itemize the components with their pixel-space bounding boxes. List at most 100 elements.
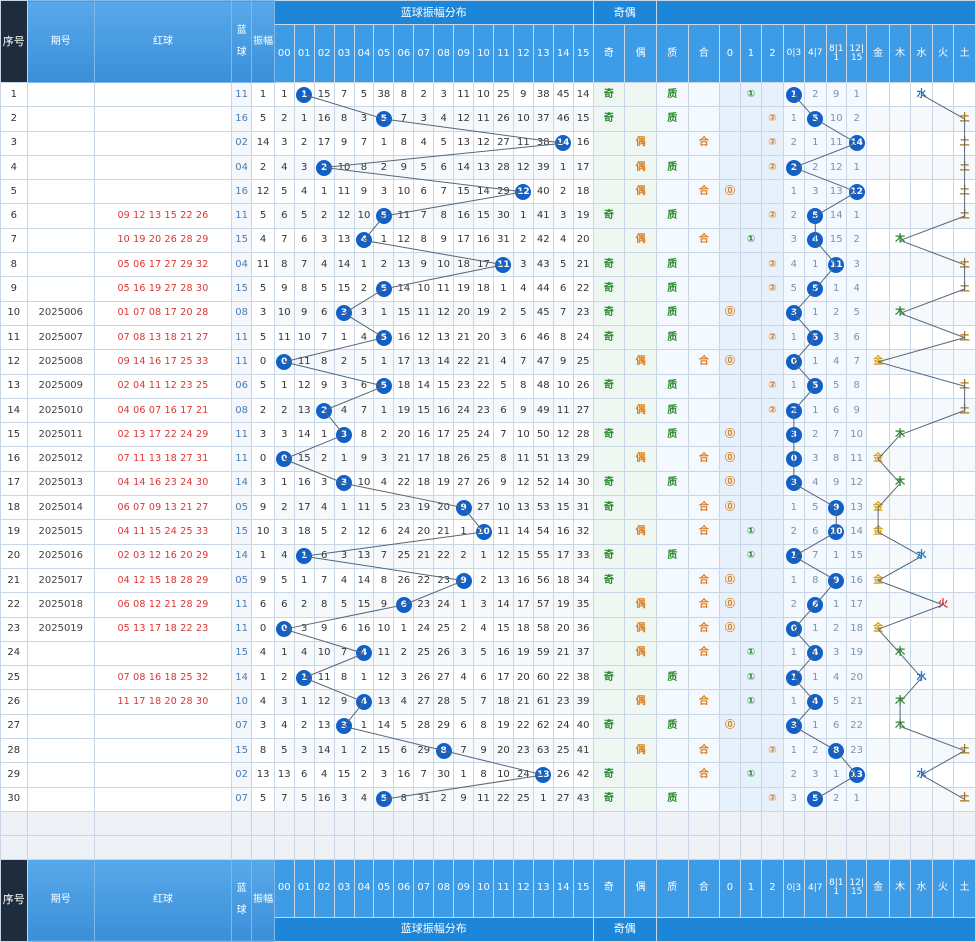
element-cell-0 <box>866 179 890 205</box>
dist-cell: 1 <box>293 689 315 715</box>
zone-cell-3: 1 <box>845 786 868 812</box>
zone-cell-3: 13 <box>845 762 868 788</box>
spacer-cell <box>687 810 721 836</box>
odd-cell: 奇 <box>592 373 626 399</box>
zone-cell-0: 3 <box>782 713 806 740</box>
prime-cell: 质 <box>655 786 689 812</box>
dist-cell: 21 <box>433 519 455 545</box>
dist-cell: 10 <box>552 373 574 399</box>
row-issue[interactable] <box>26 252 96 278</box>
dist-cell: 5 <box>373 373 395 399</box>
zone-cell-2: 4 <box>825 665 847 691</box>
dist-cell: 43 <box>532 252 554 278</box>
prime-cell: 质 <box>655 422 689 448</box>
dist-cell: 2 <box>333 519 355 545</box>
zone-cell-3: 1 <box>845 81 868 108</box>
dist-cell: 20 <box>453 300 475 326</box>
row-issue[interactable]: 2025016 <box>26 543 96 569</box>
row-issue[interactable]: 2025018 <box>26 592 96 618</box>
row-amplitude: 8 <box>251 738 275 764</box>
mod-cell-2: ② <box>761 252 784 278</box>
row-issue[interactable]: 2025015 <box>26 519 96 545</box>
row-issue[interactable] <box>26 179 96 205</box>
issue-header[interactable]: 期号 <box>26 858 96 942</box>
row-issue[interactable]: 2025008 <box>26 349 96 375</box>
dist-cell: 5 <box>512 300 534 326</box>
dist-col-06: 06 <box>393 858 415 918</box>
dist-cell: 3 <box>393 665 415 691</box>
row-red-balls: 06 08 12 21 28 29 <box>94 592 232 618</box>
composite-cell <box>687 786 721 812</box>
dist-cell: 13 <box>453 130 475 156</box>
element-cell-4: 土 <box>953 106 976 132</box>
mod-cell-1 <box>739 130 763 156</box>
issue-header[interactable]: 期号 <box>26 0 96 83</box>
dist-col-08: 08 <box>433 858 455 918</box>
element-cell-2 <box>910 713 933 740</box>
dist-cell: 2 <box>293 130 315 156</box>
dist-cell: 31 <box>572 495 594 521</box>
row-issue[interactable]: 2025019 <box>26 616 96 642</box>
row-amplitude: 14 <box>251 130 275 156</box>
dist-cell: 13 <box>273 762 295 788</box>
mod-badge: ② <box>768 404 777 416</box>
row-issue[interactable] <box>26 762 96 788</box>
spacer-cell <box>433 810 455 836</box>
dist-cell: 3 <box>453 640 475 667</box>
mod-cell-1 <box>739 179 763 205</box>
element-cell-0 <box>866 324 890 351</box>
dist-cell: 10 <box>512 422 534 448</box>
zone-cell-3: 10 <box>845 422 868 448</box>
row-issue[interactable] <box>26 203 96 229</box>
row-issue[interactable] <box>26 689 96 715</box>
spacer-cell <box>333 810 355 836</box>
row-issue[interactable]: 2025013 <box>26 470 96 497</box>
dist-cell: 1 <box>393 616 415 642</box>
amplitude-ball: 0 <box>276 451 293 468</box>
row-blue-ball: 07 <box>230 786 253 812</box>
zone-cell-2: 3 <box>825 324 847 351</box>
row-issue[interactable] <box>26 227 96 254</box>
row-issue[interactable]: 2025017 <box>26 567 96 594</box>
row-issue[interactable] <box>26 130 96 156</box>
row-issue[interactable] <box>26 81 96 108</box>
row-issue[interactable] <box>26 106 96 132</box>
odd-cell: 奇 <box>592 665 626 691</box>
row-issue[interactable] <box>26 713 96 740</box>
row-issue[interactable] <box>26 640 96 667</box>
table-row: 2 16 5 2 1 16 8 3 5 7 3 4 12 11 26 10 37 46 15 奇质 ② 1 5 10 2 土 <box>0 106 976 132</box>
row-issue[interactable]: 2025012 <box>26 446 96 472</box>
dist-cell: 15 <box>473 203 494 229</box>
row-issue[interactable] <box>26 276 96 302</box>
element-cell-4: 土 <box>953 179 976 205</box>
odd-badge: 奇 <box>603 380 614 392</box>
row-issue[interactable]: 2025007 <box>26 324 96 351</box>
row-seq: 14 <box>0 397 28 424</box>
dist-cell: 13 <box>293 397 315 424</box>
dist-cell: 2 <box>273 397 295 424</box>
zone-cell-3: 8 <box>845 373 868 399</box>
row-issue[interactable]: 2025010 <box>26 397 96 424</box>
dist-cell: 4 <box>313 252 335 278</box>
dist-cell: 27 <box>473 495 494 521</box>
dist-cell: 1 <box>373 349 395 375</box>
row-issue[interactable]: 2025009 <box>26 373 96 399</box>
mod-cell-1: ① <box>739 519 763 545</box>
row-red-balls <box>94 106 232 132</box>
dist-cell: 9 <box>413 252 435 278</box>
row-issue[interactable] <box>26 786 96 812</box>
amplitude-ball: 10 <box>475 523 492 540</box>
element-badge: 木 <box>895 234 906 246</box>
row-issue[interactable]: 2025011 <box>26 422 96 448</box>
mod-cell-2: ② <box>761 106 784 132</box>
element-badge: 土 <box>959 380 970 392</box>
row-issue[interactable] <box>26 154 96 181</box>
element-cell-2 <box>910 616 933 642</box>
row-seq: 12 <box>0 349 28 375</box>
row-issue[interactable] <box>26 738 96 764</box>
row-issue[interactable]: 2025006 <box>26 300 96 326</box>
row-amplitude: 3 <box>251 300 275 326</box>
row-blue-ball: 11 <box>230 324 253 351</box>
row-issue[interactable]: 2025014 <box>26 495 96 521</box>
row-issue[interactable] <box>26 665 96 691</box>
